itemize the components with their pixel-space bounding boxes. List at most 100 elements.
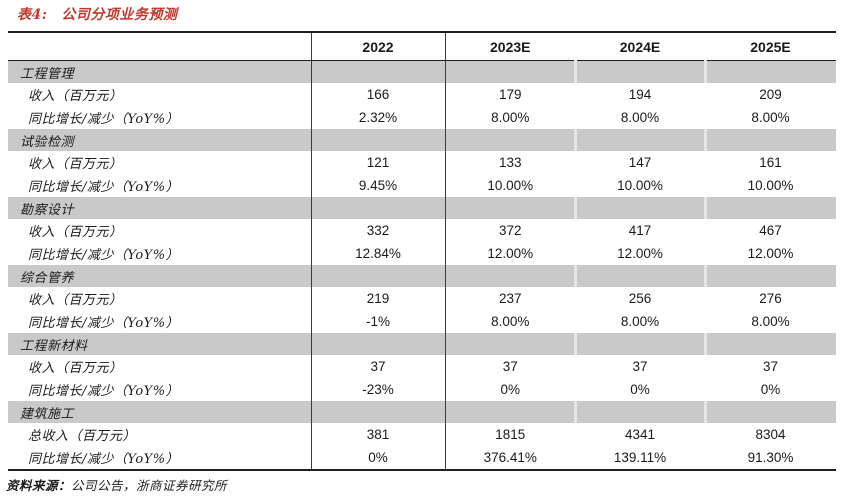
column-header-2023e: 2023E (445, 32, 575, 61)
source-note: 资料来源：公司公告，浙商证券研究所 (6, 475, 227, 494)
section-band-cell (703, 401, 836, 423)
cell-value: 37 (310, 355, 446, 378)
section-header-row: 工程新材料 (8, 333, 836, 355)
cell-value: 381 (310, 423, 446, 446)
section-header-row: 综合管养 (8, 265, 836, 287)
cell-value: 8304 (755, 427, 786, 442)
row-label: 同比增长/减少（YoY%） (28, 248, 180, 263)
cell-value: 209 (759, 87, 782, 102)
section-band-cell (445, 197, 575, 219)
row-label: 收入（百万元） (28, 157, 123, 172)
cell-value: 179 (498, 87, 522, 102)
section-band-cell (310, 60, 446, 83)
cell-value: 376.41% (483, 450, 537, 465)
cell-value: 0% (500, 382, 520, 397)
row-label: 同比增长/减少（YoY%） (28, 316, 180, 331)
section-band-cell (703, 197, 836, 219)
cell-value: 0% (310, 446, 446, 470)
section-band-cell (703, 129, 836, 151)
table-row: 同比增长/减少（YoY%） 0% 376.41% 139.11% 91.30% (8, 446, 836, 470)
cell-value: 467 (759, 223, 782, 238)
cell-value: 166 (310, 83, 446, 106)
row-label: 收入（百万元） (28, 225, 123, 240)
section-name: 勘察设计 (8, 197, 311, 219)
section-band-cell (310, 265, 446, 287)
cell-value: 8.00% (751, 110, 790, 125)
row-label: 同比增长/减少（YoY%） (28, 180, 180, 195)
section-band-cell (703, 60, 836, 83)
source-label: 资料来源： (6, 478, 72, 493)
cell-value: 12.00% (617, 246, 663, 261)
column-header-2025e: 2025E (705, 32, 836, 61)
table-header-row: 2022 2023E 2024E 2025E (8, 32, 836, 61)
table-title-text: 公司分项业务预测 (61, 7, 178, 23)
section-header-row: 工程管理 (8, 60, 836, 83)
cell-value: 37 (762, 359, 779, 374)
section-name: 工程新材料 (8, 333, 311, 355)
section-band-cell (310, 401, 446, 423)
section-band-cell (310, 129, 446, 151)
cell-value: 8.00% (620, 110, 660, 125)
section-band-cell (573, 60, 705, 83)
table-row: 同比增长/减少（YoY%） -23% 0% 0% 0% (8, 378, 836, 401)
row-label: 收入（百万元） (28, 361, 123, 376)
table-row: 收入（百万元） 332 372 417 467 (8, 219, 836, 242)
section-band-cell (573, 333, 705, 355)
row-label: 同比增长/减少（YoY%） (28, 112, 180, 127)
cell-value: 1815 (495, 427, 526, 442)
cell-value: 37 (502, 359, 518, 374)
column-header-2024e: 2024E (575, 32, 705, 61)
table-row: 总收入（百万元） 381 1815 4341 8304 (8, 423, 836, 446)
cell-value: 10.00% (617, 178, 663, 193)
cell-value: 8.00% (620, 314, 660, 329)
cell-value: 2.32% (310, 106, 446, 129)
row-label: 收入（百万元） (28, 293, 123, 308)
table-row: 同比增长/减少（YoY%） 9.45% 10.00% 10.00% 10.00% (8, 174, 836, 197)
table-row: 收入（百万元） 219 237 256 276 (8, 287, 836, 310)
section-band-cell (310, 197, 446, 219)
cell-value: 219 (310, 287, 446, 310)
section-header-row: 试验检测 (8, 129, 836, 151)
column-header-2022: 2022 (310, 32, 446, 61)
section-band-cell (445, 401, 575, 423)
cell-value: 12.00% (487, 246, 534, 261)
section-band-cell (445, 265, 575, 287)
cell-value: 276 (759, 291, 782, 306)
section-band-cell (573, 401, 705, 423)
table-row: 收入（百万元） 37 37 37 37 (8, 355, 836, 378)
row-label: 总收入（百万元） (28, 429, 137, 444)
cell-value: 9.45% (310, 174, 446, 197)
section-band-cell (573, 265, 705, 287)
row-label: 同比增长/减少（YoY%） (28, 384, 180, 399)
cell-value: 10.00% (747, 178, 794, 193)
section-band-cell (310, 333, 446, 355)
cell-value: 256 (628, 291, 652, 306)
cell-value: -1% (310, 310, 446, 333)
table-title: 表4: 公司分项业务预测 (17, 4, 177, 24)
section-name: 工程管理 (8, 60, 311, 83)
cell-value: 332 (310, 219, 446, 242)
cell-value: 91.30% (747, 450, 794, 465)
cell-value: 4341 (624, 427, 656, 442)
table-row: 收入（百万元） 121 133 147 161 (8, 151, 836, 174)
section-band-cell (703, 265, 836, 287)
forecast-table: 2022 2023E 2024E 2025E 工程管理 收入（百万元） 166 … (8, 31, 836, 471)
cell-value: 8.00% (491, 110, 530, 125)
cell-value: 161 (759, 155, 782, 170)
cell-value: 0% (630, 382, 650, 397)
section-header-row: 勘察设计 (8, 197, 836, 219)
cell-value: 139.11% (613, 450, 667, 465)
section-header-row: 建筑施工 (8, 401, 836, 423)
section-band-cell (445, 60, 575, 83)
cell-value: 8.00% (751, 314, 790, 329)
table-row: 同比增长/减少（YoY%） 2.32% 8.00% 8.00% 8.00% (8, 106, 836, 129)
cell-value: 0% (760, 382, 781, 397)
cell-value: 133 (498, 155, 522, 170)
row-label: 同比增长/减少（YoY%） (28, 452, 180, 467)
row-label: 收入（百万元） (28, 89, 123, 104)
cell-value: 194 (628, 87, 652, 102)
section-band-cell (445, 333, 575, 355)
cell-value: 417 (628, 223, 652, 238)
cell-value: 147 (628, 155, 652, 170)
